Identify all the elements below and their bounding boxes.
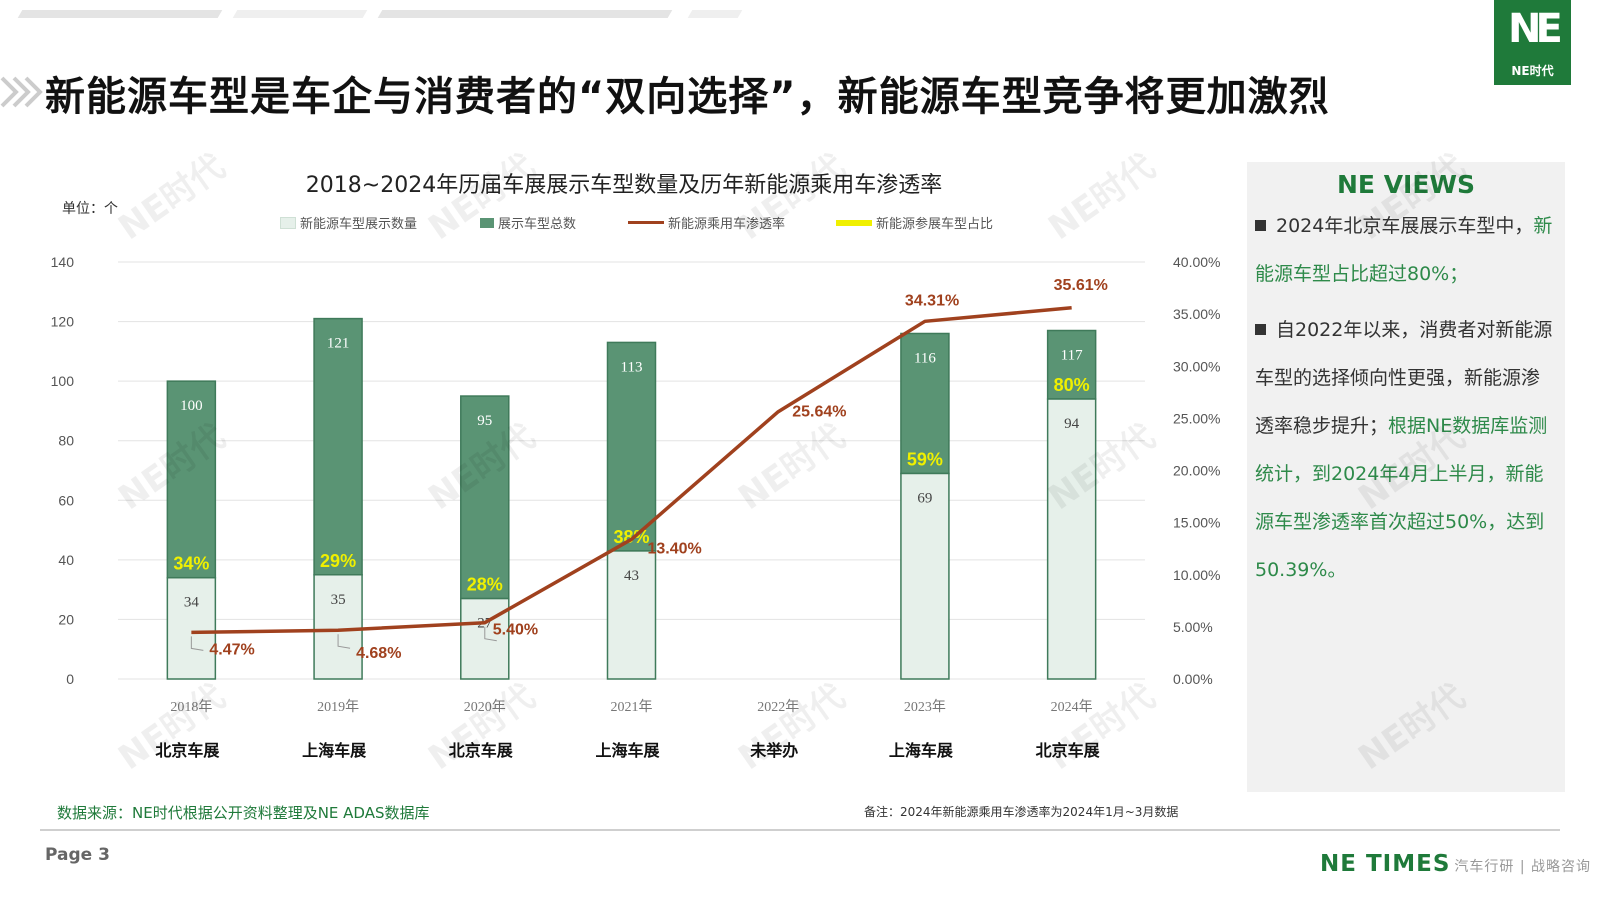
bar-total (606, 341, 657, 552)
penetration-label: 5.40% (493, 622, 538, 639)
bar-total-label: 121 (327, 336, 350, 352)
bar-total-label: 117 (1061, 348, 1083, 364)
y-tick-label: 140 (51, 254, 75, 270)
legend-item-penetration: 新能源乘用车渗透率 (628, 213, 785, 232)
chevron-decor-icon (0, 76, 43, 108)
bar-ev (166, 576, 217, 680)
x-sub-label: 上海车展 (889, 741, 954, 760)
ne-views-panel: NE VIEWS 2024年北京车展展示车型中，新能源车型占比超过80%； 自2… (1247, 162, 1565, 792)
bullet-square-icon (1255, 324, 1266, 335)
legend-item-ev-share: 新能源参展车型占比 (836, 213, 993, 232)
bar-ev (900, 472, 950, 680)
penetration-label: 4.68% (356, 645, 401, 662)
y-tick-label: 40 (58, 552, 74, 568)
panel-bullet-1: 2024年北京车展展示车型中，新能源车型占比超过80%； (1255, 215, 1553, 285)
bar-total (313, 317, 363, 576)
y-tick-label: 100 (51, 373, 75, 389)
bar-ev-label: 43 (624, 568, 639, 584)
panel-title: NE VIEWS (1336, 170, 1475, 199)
x-tick-label: 2018年 (170, 699, 212, 715)
x-tick-label: 2020年 (464, 699, 506, 715)
y2-tick-label: 20.00% (1173, 463, 1220, 479)
chart-canvas: 0 20 40 60 80 100 120 140 0.00% 5.00% 10.00% 15.00%… (51, 254, 1221, 760)
label-leader (337, 634, 351, 649)
penetration-label: 4.47% (209, 641, 254, 658)
penetration-label: 13.40% (648, 540, 702, 557)
bar-ev-label: 34 (184, 595, 200, 611)
unit-label: 单位：个 (62, 201, 118, 217)
y2-tick-label: 25.00% (1173, 410, 1220, 426)
bar-total-label: 116 (914, 350, 936, 366)
legend-item-total: 展示车型总数 (480, 213, 576, 232)
chart-title: 2018~2024年历届车展展示车型数量及历年新能源乘用车渗透率 (305, 173, 943, 198)
penetration-line (191, 306, 1072, 635)
y-tick-label: 80 (58, 433, 74, 449)
label-leader (190, 636, 204, 651)
x-sub-label: 上海车展 (302, 741, 367, 760)
y2-tick-label: 40.00% (1173, 254, 1220, 270)
x-tick-label: 2021年 (611, 699, 653, 715)
y2-tick-label: 5.00% (1173, 619, 1213, 635)
y2-tick-label: 0.00% (1173, 671, 1213, 687)
bar-ev-label: 35 (331, 592, 346, 608)
bar-ev-label: 94 (1064, 416, 1080, 432)
brand-footer: NE TIMES 汽车行研 | 战略咨询 (1320, 851, 1592, 877)
x-sub-label: 北京车展 (449, 741, 514, 760)
bullet-square-icon (1255, 220, 1266, 231)
y-tick-label: 20 (58, 611, 74, 627)
bar-total (900, 332, 950, 475)
logo-text: NE时代 (1511, 64, 1554, 78)
footer-divider (40, 829, 1560, 831)
bar-total (1046, 329, 1097, 400)
x-sub-label: 北京车展 (155, 741, 220, 760)
page-number: Page 3 (45, 845, 110, 865)
y2-tick-label: 35.00% (1173, 306, 1220, 322)
page-title: 新能源车型是车企与消费者的“双向选择”，新能源车型竞争将更加激烈 (45, 74, 1330, 120)
penetration-label: 35.61% (1054, 277, 1108, 294)
footnote: 备注：2024年新能源乘用车渗透率为2024年1月~3月数据 (864, 805, 1179, 819)
panel-bullet-2: 自2022年以来，消费者对新能源车型的选择倾向性更强，新能源渗透率稳步提升；根据… (1255, 319, 1553, 581)
penetration-label: 25.64% (792, 404, 846, 421)
x-sub-label: 未举办 (749, 741, 798, 760)
ev-share-label: 59% (907, 449, 943, 469)
bar-total-label: 100 (180, 398, 203, 414)
x-tick-label: 2022年 (757, 699, 799, 715)
penetration-label: 34.31% (905, 292, 959, 309)
bar-ev (313, 574, 363, 680)
logo-mark: NE (1508, 6, 1563, 52)
bar-total-label: 95 (477, 413, 492, 429)
data-source: 数据来源：NE时代根据公开资料整理及NE ADAS数据库 (57, 804, 430, 822)
x-tick-label: 2019年 (317, 699, 359, 715)
y-tick-label: 60 (58, 492, 74, 508)
x-tick-label: 2023年 (904, 699, 946, 715)
y-tick-label: 120 (51, 314, 75, 330)
ne-logo: NE NE时代 (1494, 0, 1571, 85)
y2-tick-label: 30.00% (1173, 358, 1220, 374)
y2-tick-label: 10.00% (1173, 567, 1220, 583)
legend-item-ev-count: 新能源车型展示数量 (280, 213, 417, 232)
bar-ev (1046, 398, 1097, 680)
x-tick-label: 2024年 (1051, 699, 1093, 715)
ev-share-label: 34% (173, 554, 209, 574)
bar-total-label: 113 (621, 359, 643, 375)
label-leader (484, 626, 497, 642)
bar-ev-label: 69 (917, 490, 932, 506)
ev-share-label: 29% (320, 551, 356, 571)
y-tick-label: 0 (66, 671, 74, 687)
bar-ev (606, 550, 657, 680)
x-sub-label: 上海车展 (595, 741, 660, 760)
ev-share-label: 28% (467, 575, 503, 595)
ev-share-label: 80% (1054, 375, 1090, 395)
y2-tick-label: 15.00% (1173, 515, 1220, 531)
x-sub-label: 北京车展 (1036, 741, 1101, 760)
